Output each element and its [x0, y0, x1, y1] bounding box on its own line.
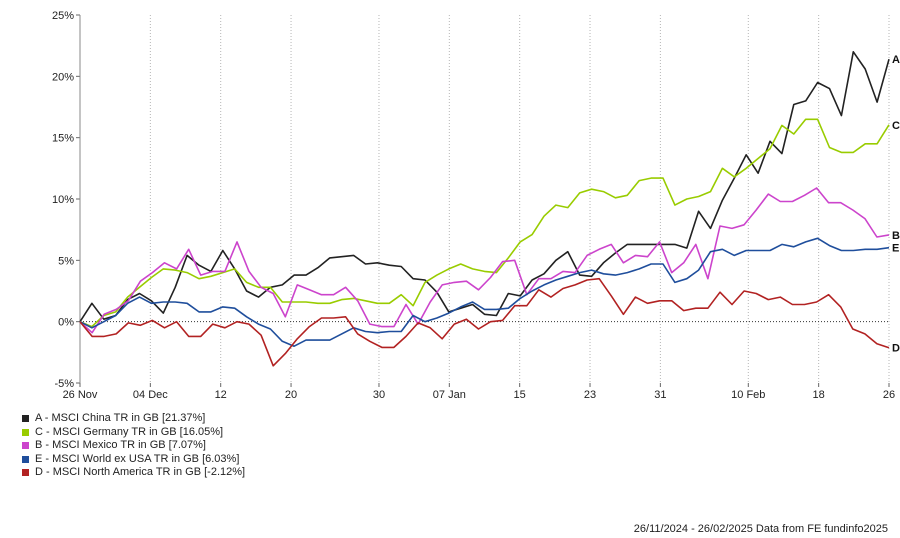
y-tick-label: 15%	[52, 133, 74, 145]
x-tick-label: 10 Feb	[731, 389, 765, 401]
legend-item: B - MSCI Mexico TR in GB [7.07%]	[22, 439, 245, 453]
legend-label: E - MSCI World ex USA TR in GB [6.03%]	[35, 452, 240, 465]
x-tick-label: 26	[883, 389, 895, 401]
x-tick-label: 30	[373, 389, 385, 401]
series-line	[79, 118, 890, 328]
legend-label: A - MSCI China TR in GB [21.37%]	[35, 412, 206, 424]
y-tick-label: -5%	[54, 378, 74, 390]
series-line	[79, 237, 890, 348]
series-end-label: E	[892, 243, 899, 255]
y-tick-label: 5%	[58, 255, 74, 267]
legend-label: C - MSCI Germany TR in GB [16.05%]	[35, 425, 224, 438]
x-tick-label: 12	[215, 389, 227, 401]
axes-layer: 26 Nov 04 Dec 12 20 30 07 Jan 15 23 31 10 Feb 18 26…	[52, 10, 895, 401]
legend-swatch	[22, 428, 29, 436]
y-tick-label: 20%	[52, 71, 74, 83]
y-tick-label: 10%	[52, 194, 74, 206]
legend-item: A - MSCI China TR in GB [21.37%]	[22, 412, 245, 426]
x-tick-label: 18	[813, 389, 825, 401]
x-tick-label: 15	[514, 389, 526, 401]
legend-item: E - MSCI World ex USA TR in GB [6.03%]	[22, 453, 245, 467]
x-tick-label: 23	[584, 389, 596, 401]
legend-swatch	[22, 415, 29, 423]
legend-swatch	[22, 442, 29, 450]
series-end-label: B	[892, 230, 900, 242]
footer-source-note: 26/11/2024 - 26/02/2025 Data from FE fun…	[633, 523, 888, 535]
y-tick-label: 25%	[52, 10, 74, 22]
series-line	[79, 50, 890, 323]
y-tick-label: 0%	[58, 317, 74, 329]
x-tick-label: 20	[285, 389, 297, 401]
line-chart: 26 Nov 04 Dec 12 20 30 07 Jan 15 23 31 10 Feb 18 26…	[52, 10, 900, 401]
legend-label: B - MSCI Mexico TR in GB [7.07%]	[35, 439, 206, 451]
x-tick-label: 04 Dec	[133, 389, 168, 401]
series-end-label: A	[892, 54, 900, 66]
legend-item: C - MSCI Germany TR in GB [16.05%]	[22, 426, 245, 440]
series-line	[79, 277, 890, 367]
x-tick-label: 26 Nov	[63, 389, 98, 401]
labels-layer: A C BE D	[892, 54, 900, 355]
legend-swatch	[22, 469, 29, 477]
x-tick-label: 07 Jan	[433, 389, 466, 401]
legend-item: D - MSCI North America TR in GB [-2.12%]	[22, 466, 245, 480]
legend: A - MSCI China TR in GB [21.37%] C - MSCI…	[22, 412, 245, 480]
legend-label: D - MSCI North America TR in GB [-2.12%]	[35, 466, 246, 478]
series-end-label: C	[892, 120, 900, 132]
grid-layer	[79, 15, 890, 383]
series-end-label: D	[892, 343, 900, 355]
series-line	[79, 187, 890, 334]
x-tick-label: 31	[654, 389, 666, 401]
series-layer	[79, 50, 890, 367]
legend-swatch	[22, 455, 29, 463]
